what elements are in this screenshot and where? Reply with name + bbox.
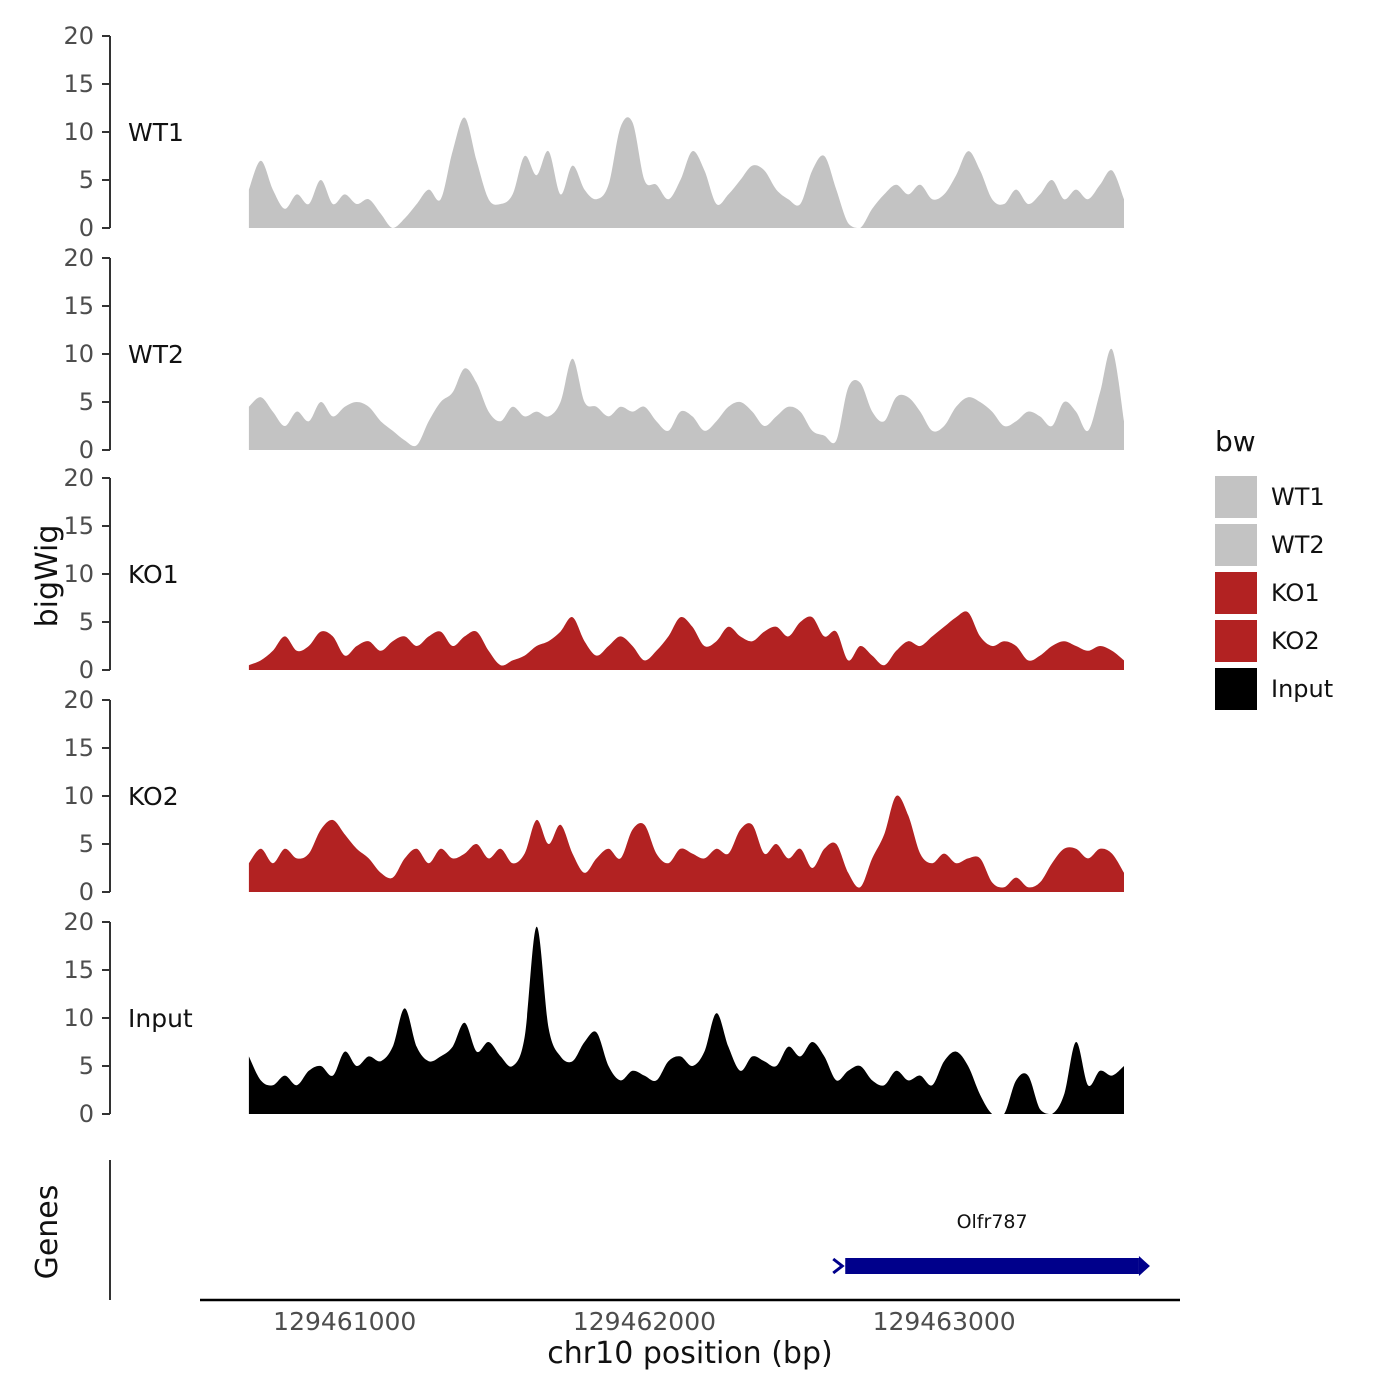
track-area-Input bbox=[248, 926, 1124, 1114]
y-tick-label: 5 bbox=[79, 830, 94, 858]
legend-label: KO2 bbox=[1271, 627, 1320, 655]
track-label-WT2: WT2 bbox=[128, 340, 184, 369]
y-tick-label: 0 bbox=[79, 214, 94, 242]
track-area-KO2 bbox=[248, 795, 1124, 892]
track-label-WT1: WT1 bbox=[128, 118, 184, 147]
gene-body-Olfr787 bbox=[845, 1258, 1139, 1274]
legend-item-KO1: KO1 bbox=[1215, 572, 1333, 614]
y-tick-label: 20 bbox=[63, 908, 94, 936]
y-tick-label: 20 bbox=[63, 686, 94, 714]
y-tick-label: 10 bbox=[63, 340, 94, 368]
x-tick-label: 129463000 bbox=[873, 1307, 1016, 1336]
y-tick-label: 20 bbox=[63, 464, 94, 492]
legend-label: KO1 bbox=[1271, 579, 1320, 607]
x-tick-label: 129462000 bbox=[573, 1307, 716, 1336]
gene-label-Olfr787: Olfr787 bbox=[957, 1211, 1028, 1233]
y-tick-label: 10 bbox=[63, 782, 94, 810]
track-area-WT2 bbox=[248, 348, 1124, 450]
legend-item-Input: Input bbox=[1215, 668, 1333, 710]
y-tick-label: 20 bbox=[63, 22, 94, 50]
y-tick-label: 0 bbox=[79, 656, 94, 684]
legend-swatch-Input bbox=[1215, 668, 1257, 710]
x-tick-label: 129461000 bbox=[273, 1307, 416, 1336]
y-axis-title-bigwig: bigWig bbox=[30, 524, 65, 628]
legend: bw WT1 WT2 KO1 KO2 Input bbox=[1215, 425, 1333, 716]
legend-label: Input bbox=[1271, 675, 1334, 703]
legend-items: WT1 WT2 KO1 KO2 Input bbox=[1215, 476, 1333, 710]
y-tick-label: 15 bbox=[63, 70, 94, 98]
y-tick-label: 15 bbox=[63, 512, 94, 540]
y-tick-label: 15 bbox=[63, 292, 94, 320]
y-tick-label: 15 bbox=[63, 956, 94, 984]
y-tick-label: 5 bbox=[79, 166, 94, 194]
legend-swatch-WT2 bbox=[1215, 524, 1257, 566]
legend-swatch-KO2 bbox=[1215, 620, 1257, 662]
legend-title: bw bbox=[1215, 425, 1256, 458]
y-tick-label: 5 bbox=[79, 388, 94, 416]
y-tick-label: 20 bbox=[63, 244, 94, 272]
track-area-WT1 bbox=[248, 117, 1124, 228]
track-label-Input: Input bbox=[128, 1004, 193, 1033]
track-area-KO1 bbox=[248, 611, 1124, 670]
y-tick-label: 0 bbox=[79, 1100, 94, 1128]
legend-swatch-WT1 bbox=[1215, 476, 1257, 518]
y-tick-label: 5 bbox=[79, 1052, 94, 1080]
legend-label: WT1 bbox=[1271, 483, 1325, 511]
y-tick-label: 0 bbox=[79, 436, 94, 464]
y-tick-label: 15 bbox=[63, 734, 94, 762]
y-tick-label: 10 bbox=[63, 118, 94, 146]
track-label-KO2: KO2 bbox=[128, 782, 179, 811]
legend-item-KO2: KO2 bbox=[1215, 620, 1333, 662]
legend-item-WT1: WT1 bbox=[1215, 476, 1333, 518]
gene-strand-arrow-left bbox=[832, 1257, 845, 1275]
y-axis-title-genes: Genes bbox=[30, 1184, 65, 1280]
gene-strand-arrow-right bbox=[1138, 1256, 1150, 1276]
track-label-KO1: KO1 bbox=[128, 560, 179, 589]
legend-item-WT2: WT2 bbox=[1215, 524, 1333, 566]
x-axis-title: chr10 position (bp) bbox=[547, 1336, 833, 1371]
y-tick-label: 10 bbox=[63, 560, 94, 588]
y-tick-label: 0 bbox=[79, 878, 94, 906]
y-tick-label: 10 bbox=[63, 1004, 94, 1032]
y-tick-label: 5 bbox=[79, 608, 94, 636]
legend-label: WT2 bbox=[1271, 531, 1325, 559]
legend-swatch-KO1 bbox=[1215, 572, 1257, 614]
